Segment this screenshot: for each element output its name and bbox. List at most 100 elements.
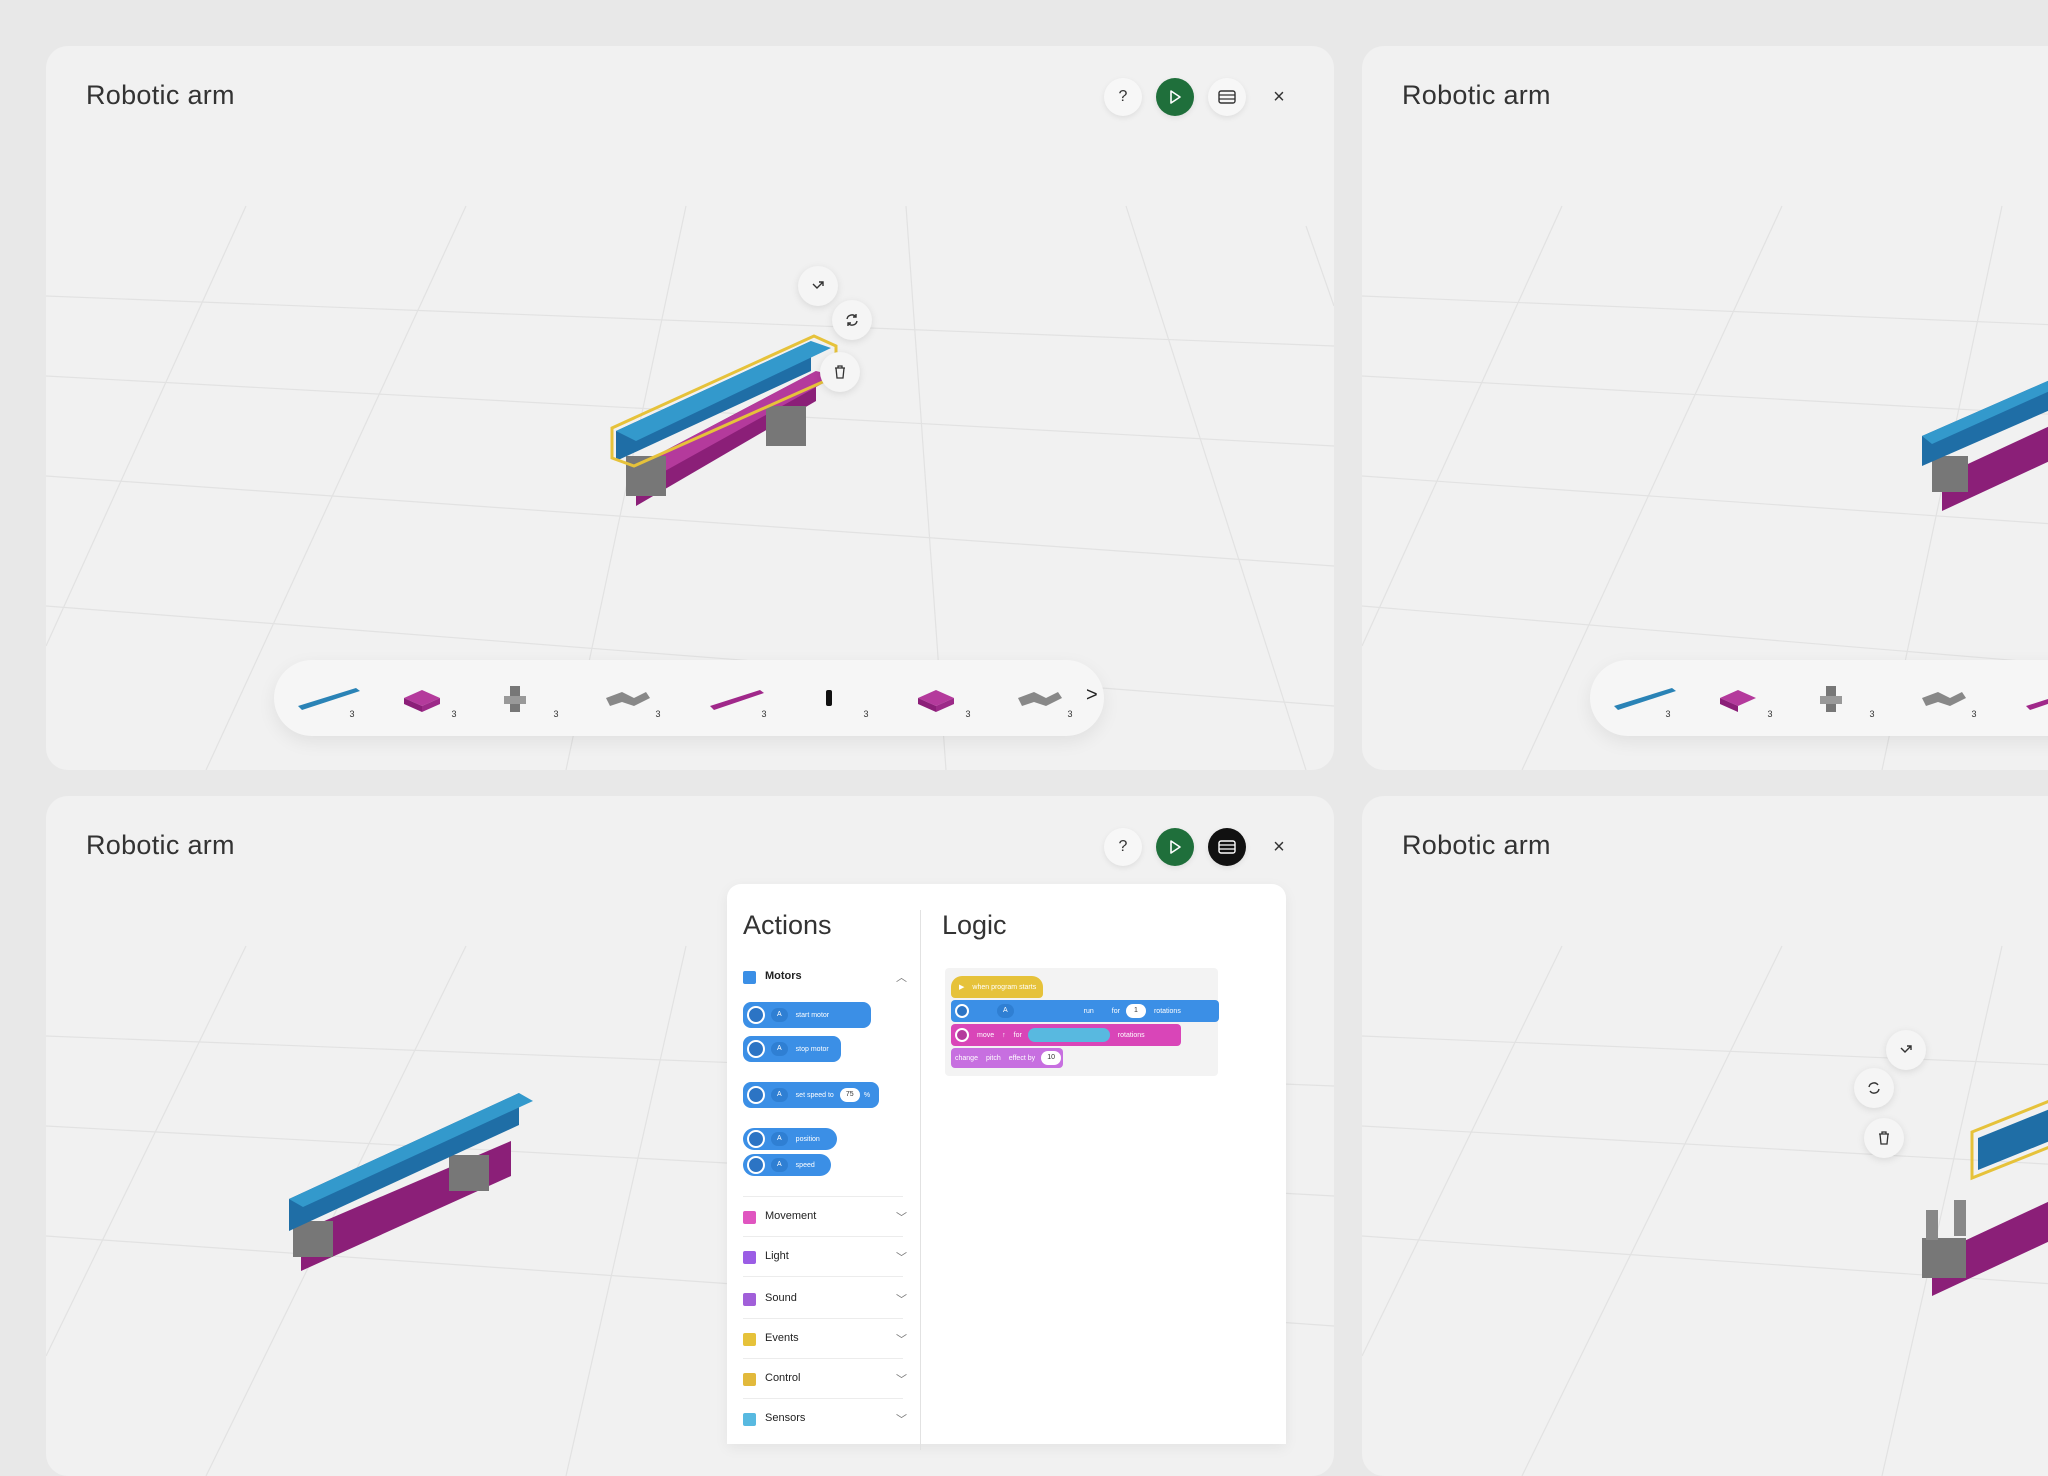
category-events[interactable]: Events ﹀ bbox=[743, 1330, 907, 1350]
magenta-beam-icon bbox=[2026, 698, 2048, 710]
robotic-arm-model[interactable] bbox=[281, 1071, 601, 1301]
blue-beam-icon bbox=[298, 688, 360, 710]
trash-icon bbox=[1879, 1131, 1889, 1145]
rotate-icon bbox=[1868, 1082, 1880, 1094]
move-arrow-icon bbox=[1900, 1045, 1912, 1053]
tray-item[interactable]: 3 bbox=[1610, 668, 1680, 728]
divider bbox=[743, 1358, 903, 1359]
toolbar: ? × bbox=[1104, 828, 1298, 866]
tray-item[interactable]: 3 bbox=[910, 668, 980, 728]
black-pin-icon bbox=[826, 690, 832, 706]
chevron-down-icon: ﹀ bbox=[896, 1294, 907, 1306]
magenta-plate-icon bbox=[1720, 690, 1756, 712]
blocks-icon bbox=[1218, 840, 1236, 854]
tray-next-button[interactable]: > bbox=[1086, 684, 1098, 706]
tray-item[interactable]: 3 bbox=[600, 668, 670, 728]
magenta-plate-icon bbox=[404, 690, 440, 712]
gray-connector-icon bbox=[1820, 686, 1842, 712]
move-button[interactable] bbox=[798, 266, 838, 306]
parts-tray: 3 3 3 3 bbox=[1590, 660, 2048, 736]
tray-item[interactable]: 3 bbox=[498, 668, 568, 728]
close-button[interactable]: × bbox=[1260, 78, 1298, 116]
magenta-plate-icon bbox=[918, 690, 954, 712]
gray-connector-icon bbox=[504, 686, 526, 712]
card-title: Robotic arm bbox=[86, 80, 235, 110]
close-button[interactable]: × bbox=[1260, 828, 1298, 866]
blocks-icon bbox=[1218, 90, 1236, 104]
rotate-button[interactable] bbox=[1854, 1068, 1894, 1108]
movement-icon bbox=[955, 1028, 969, 1042]
card-title: Robotic arm bbox=[1402, 830, 1551, 860]
motor-icon bbox=[747, 1040, 765, 1058]
category-light[interactable]: Light ﹀ bbox=[743, 1248, 907, 1268]
move-button[interactable] bbox=[1886, 1030, 1926, 1070]
divider bbox=[743, 1196, 903, 1197]
block-set-speed[interactable]: A set speed to 75 % bbox=[743, 1082, 879, 1108]
delete-button[interactable] bbox=[820, 352, 860, 392]
tray-item[interactable]: 3 bbox=[1712, 668, 1782, 728]
block-stop-motor[interactable]: A stop motor bbox=[743, 1036, 841, 1062]
category-control[interactable]: Control ﹀ bbox=[743, 1370, 907, 1390]
chevron-down-icon: ﹀ bbox=[896, 1252, 907, 1264]
play-icon: ▶ bbox=[959, 984, 965, 991]
blocks-button[interactable] bbox=[1208, 828, 1246, 866]
motor-icon bbox=[747, 1130, 765, 1148]
logic-title: Logic bbox=[942, 910, 1007, 940]
category-sensors[interactable]: Sensors ﹀ bbox=[743, 1410, 907, 1430]
blocks-button[interactable] bbox=[1208, 78, 1246, 116]
close-icon: × bbox=[1273, 85, 1285, 108]
category-motors[interactable]: Motors ︿ bbox=[743, 968, 907, 988]
tray-item[interactable] bbox=[2022, 668, 2048, 728]
motor-icon bbox=[747, 1156, 765, 1174]
help-button[interactable]: ? bbox=[1104, 828, 1142, 866]
category-sound[interactable]: Sound ﹀ bbox=[743, 1290, 907, 1310]
chevron-down-icon: ﹀ bbox=[896, 1334, 907, 1346]
robotic-arm-model[interactable] bbox=[1892, 1076, 2048, 1306]
sensor-reporter[interactable] bbox=[1027, 1028, 1110, 1042]
play-button[interactable] bbox=[1156, 78, 1194, 116]
divider bbox=[743, 1318, 903, 1319]
divider bbox=[743, 1398, 903, 1399]
tray-item[interactable]: 3 bbox=[1916, 668, 1986, 728]
actions-title: Actions bbox=[743, 910, 832, 940]
robotic-arm-model[interactable] bbox=[556, 316, 876, 546]
blue-beam-icon bbox=[1614, 688, 1676, 710]
chevron-down-icon: ﹀ bbox=[896, 1212, 907, 1224]
tray-item[interactable]: 3 bbox=[706, 668, 776, 728]
gray-axle-joint-icon bbox=[606, 692, 650, 706]
rotate-button[interactable] bbox=[832, 300, 872, 340]
block-motor-run[interactable]: A run for 1 rotations bbox=[951, 1000, 1219, 1022]
block-motor-speed[interactable]: A speed bbox=[743, 1154, 831, 1176]
floor-grid bbox=[46, 205, 1334, 770]
tray-item[interactable]: 3 bbox=[396, 668, 466, 728]
delete-button[interactable] bbox=[1864, 1118, 1904, 1158]
motor-icon bbox=[955, 1004, 969, 1018]
block-change-pitch[interactable]: change pitch effect by 10 bbox=[951, 1048, 1063, 1068]
close-icon: × bbox=[1273, 835, 1285, 858]
play-button[interactable] bbox=[1156, 828, 1194, 866]
tray-item[interactable]: 3 bbox=[808, 668, 878, 728]
magenta-beam-icon bbox=[710, 690, 764, 710]
toolbar: ? × bbox=[1104, 78, 1298, 116]
workspace-card-1: Robotic arm ? × 3 3 bbox=[46, 46, 1334, 770]
divider bbox=[743, 1236, 903, 1237]
category-movement[interactable]: Movement ﹀ bbox=[743, 1208, 907, 1228]
motor-icon bbox=[747, 1086, 765, 1104]
help-button[interactable]: ? bbox=[1104, 78, 1142, 116]
block-when-program-starts[interactable]: ▶ when program starts bbox=[951, 976, 1043, 998]
play-icon bbox=[1170, 840, 1181, 854]
tray-item[interactable]: 3 bbox=[294, 668, 364, 728]
code-canvas[interactable]: ▶ when program starts A run for 1 rotati… bbox=[945, 968, 1219, 1076]
block-start-motor[interactable]: A start motor bbox=[743, 1002, 871, 1028]
divider bbox=[743, 1276, 903, 1277]
tray-item[interactable]: 3 bbox=[1814, 668, 1884, 728]
workspace-card-2: Robotic arm 3 3 3 3 bbox=[1362, 46, 2048, 770]
block-move[interactable]: move ↑ for rotations bbox=[951, 1024, 1181, 1046]
play-icon bbox=[1170, 90, 1181, 104]
chevron-down-icon: ﹀ bbox=[896, 1414, 907, 1426]
robotic-arm-model[interactable] bbox=[1882, 336, 2048, 556]
tray-item[interactable]: 3 bbox=[1012, 668, 1082, 728]
card-title: Robotic arm bbox=[86, 830, 235, 860]
trash-icon bbox=[835, 365, 845, 379]
block-motor-position[interactable]: A position bbox=[743, 1128, 837, 1150]
